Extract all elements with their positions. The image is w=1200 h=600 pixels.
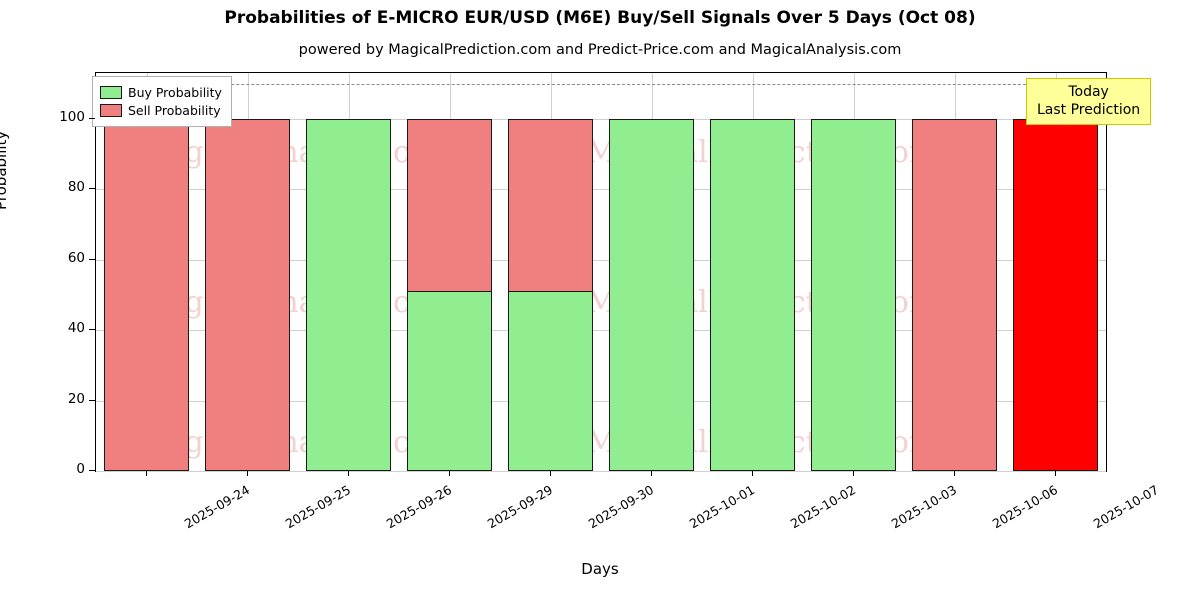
bar-buy (710, 118, 795, 471)
y-tick-mark (89, 470, 95, 471)
chart-title: Probabilities of E-MICRO EUR/USD (M6E) B… (224, 8, 976, 28)
y-gridline (96, 400, 1106, 402)
legend-item-buy: Buy Probability (100, 84, 222, 101)
x-tick-mark (751, 470, 753, 476)
x-tick-mark (549, 470, 551, 476)
y-axis-title: Probability (0, 130, 10, 210)
y-tick-mark (89, 117, 95, 119)
x-tick-label: 2025-09-26 (383, 482, 454, 532)
x-tick-mark (448, 470, 450, 476)
bar-sell (205, 118, 290, 471)
y-gridline (96, 189, 1106, 191)
x-tick-label: 2025-10-03 (888, 482, 959, 532)
today-annotation-line1: Today (1068, 84, 1109, 100)
x-tick-label: 2025-09-30 (585, 482, 656, 532)
bar-buy (811, 118, 896, 471)
bar-buy (508, 291, 593, 471)
chart-legend: Buy Probability Sell Probability (92, 76, 232, 127)
x-tick-label: 2025-09-24 (181, 482, 252, 532)
legend-label-buy: Buy Probability (128, 85, 222, 100)
bar-buy (407, 291, 492, 471)
y-gridline (96, 259, 1106, 261)
x-tick-label: 2025-10-02 (787, 482, 858, 532)
today-annotation: Today Last Prediction (1026, 78, 1152, 125)
y-tick-label: 0 (76, 461, 85, 477)
x-tick-mark (1054, 470, 1056, 476)
y-tick-mark (89, 188, 95, 190)
x-tick-mark (145, 470, 147, 476)
bar-buy (306, 118, 391, 471)
x-tick-label: 2025-09-29 (484, 482, 555, 532)
x-tick-label: 2025-09-25 (282, 482, 353, 532)
x-axis-title: Days (581, 560, 619, 578)
x-tick-mark (347, 470, 349, 476)
reference-line (96, 83, 1106, 85)
legend-swatch-buy (100, 86, 122, 99)
y-gridline (96, 330, 1106, 332)
legend-item-sell: Sell Probability (100, 102, 222, 119)
x-tick-label: 2025-10-07 (1090, 482, 1161, 532)
x-tick-mark (650, 470, 652, 476)
legend-label-sell: Sell Probability (128, 103, 221, 118)
y-tick-label: 100 (59, 108, 85, 125)
y-tick-mark (89, 399, 95, 401)
x-tick-label: 2025-10-01 (686, 482, 757, 532)
y-tick-label: 80 (67, 179, 85, 196)
bar-sell (1013, 118, 1098, 471)
y-tick-mark (89, 329, 95, 331)
plot-area: MagicalAnalysis.comMagicalPrediction.com… (95, 72, 1107, 472)
x-tick-label: 2025-10-06 (989, 482, 1060, 532)
x-tick-mark (852, 470, 854, 476)
x-tick-mark (953, 470, 955, 476)
y-tick-mark (89, 258, 95, 260)
bar-buy (609, 118, 694, 471)
today-annotation-line2: Last Prediction (1037, 102, 1141, 118)
y-tick-label: 40 (67, 320, 85, 337)
chart-subtitle: powered by MagicalPrediction.com and Pre… (298, 42, 902, 58)
y-tick-label: 60 (67, 249, 85, 266)
y-gridline (96, 118, 1106, 120)
y-gridline (96, 471, 1106, 472)
x-tick-mark (246, 470, 248, 476)
bar-sell (912, 118, 997, 471)
y-tick-label: 20 (67, 390, 85, 407)
bar-sell (104, 118, 189, 471)
legend-swatch-sell (100, 104, 122, 117)
